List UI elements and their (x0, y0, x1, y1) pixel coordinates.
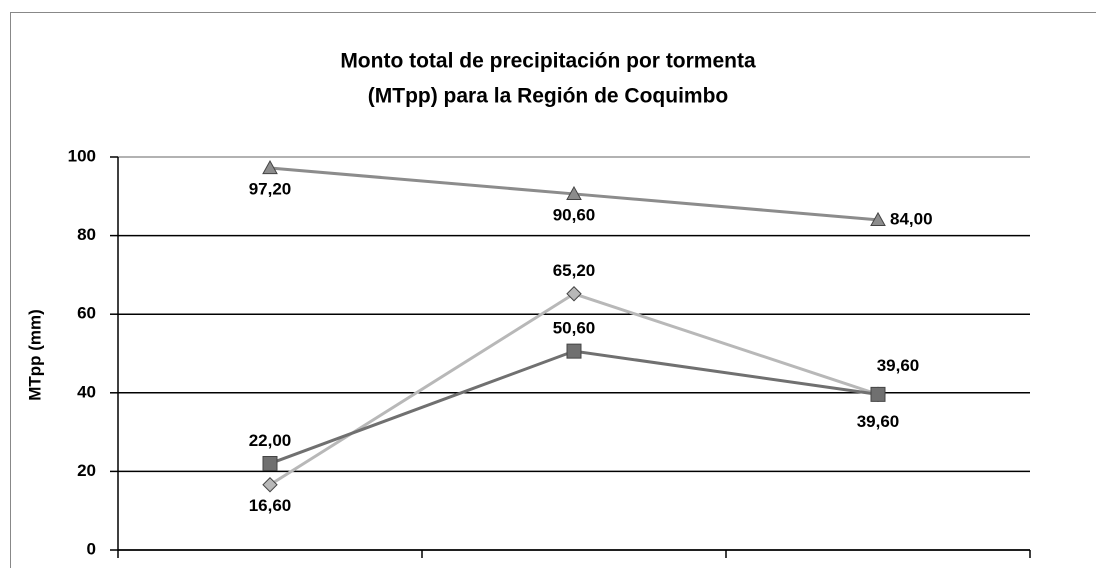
data-label: 97,20 (249, 179, 292, 198)
y-tick-label: 60 (77, 304, 96, 323)
marker (262, 477, 278, 493)
marker (870, 211, 886, 226)
data-label: 16,60 (249, 496, 292, 515)
y-tick-label: 80 (77, 225, 96, 244)
marker (566, 343, 582, 359)
chart-title: (MTpp) para la Región de Coquimbo (368, 85, 729, 108)
marker (566, 185, 582, 201)
marker (566, 286, 582, 302)
y-axis-label: MTpp (mm) (25, 309, 44, 401)
y-tick-label: 100 (68, 146, 96, 165)
marker (262, 456, 278, 472)
y-tick-label: 0 (87, 539, 96, 558)
data-label: 50,60 (553, 319, 596, 338)
marker (870, 386, 886, 402)
data-label: 39,60 (877, 356, 920, 375)
y-tick-label: 20 (77, 461, 96, 480)
marker (262, 159, 278, 175)
data-label: 90,60 (553, 205, 596, 224)
data-label: 84,00 (890, 209, 933, 228)
chart-frame (10, 12, 1096, 568)
data-label: 22,00 (249, 431, 292, 450)
chart-title: Monto total de precipitación por torment… (340, 50, 756, 73)
y-tick-label: 40 (77, 382, 96, 401)
data-label: 65,20 (553, 261, 596, 280)
data-label: 39,60 (857, 412, 900, 431)
